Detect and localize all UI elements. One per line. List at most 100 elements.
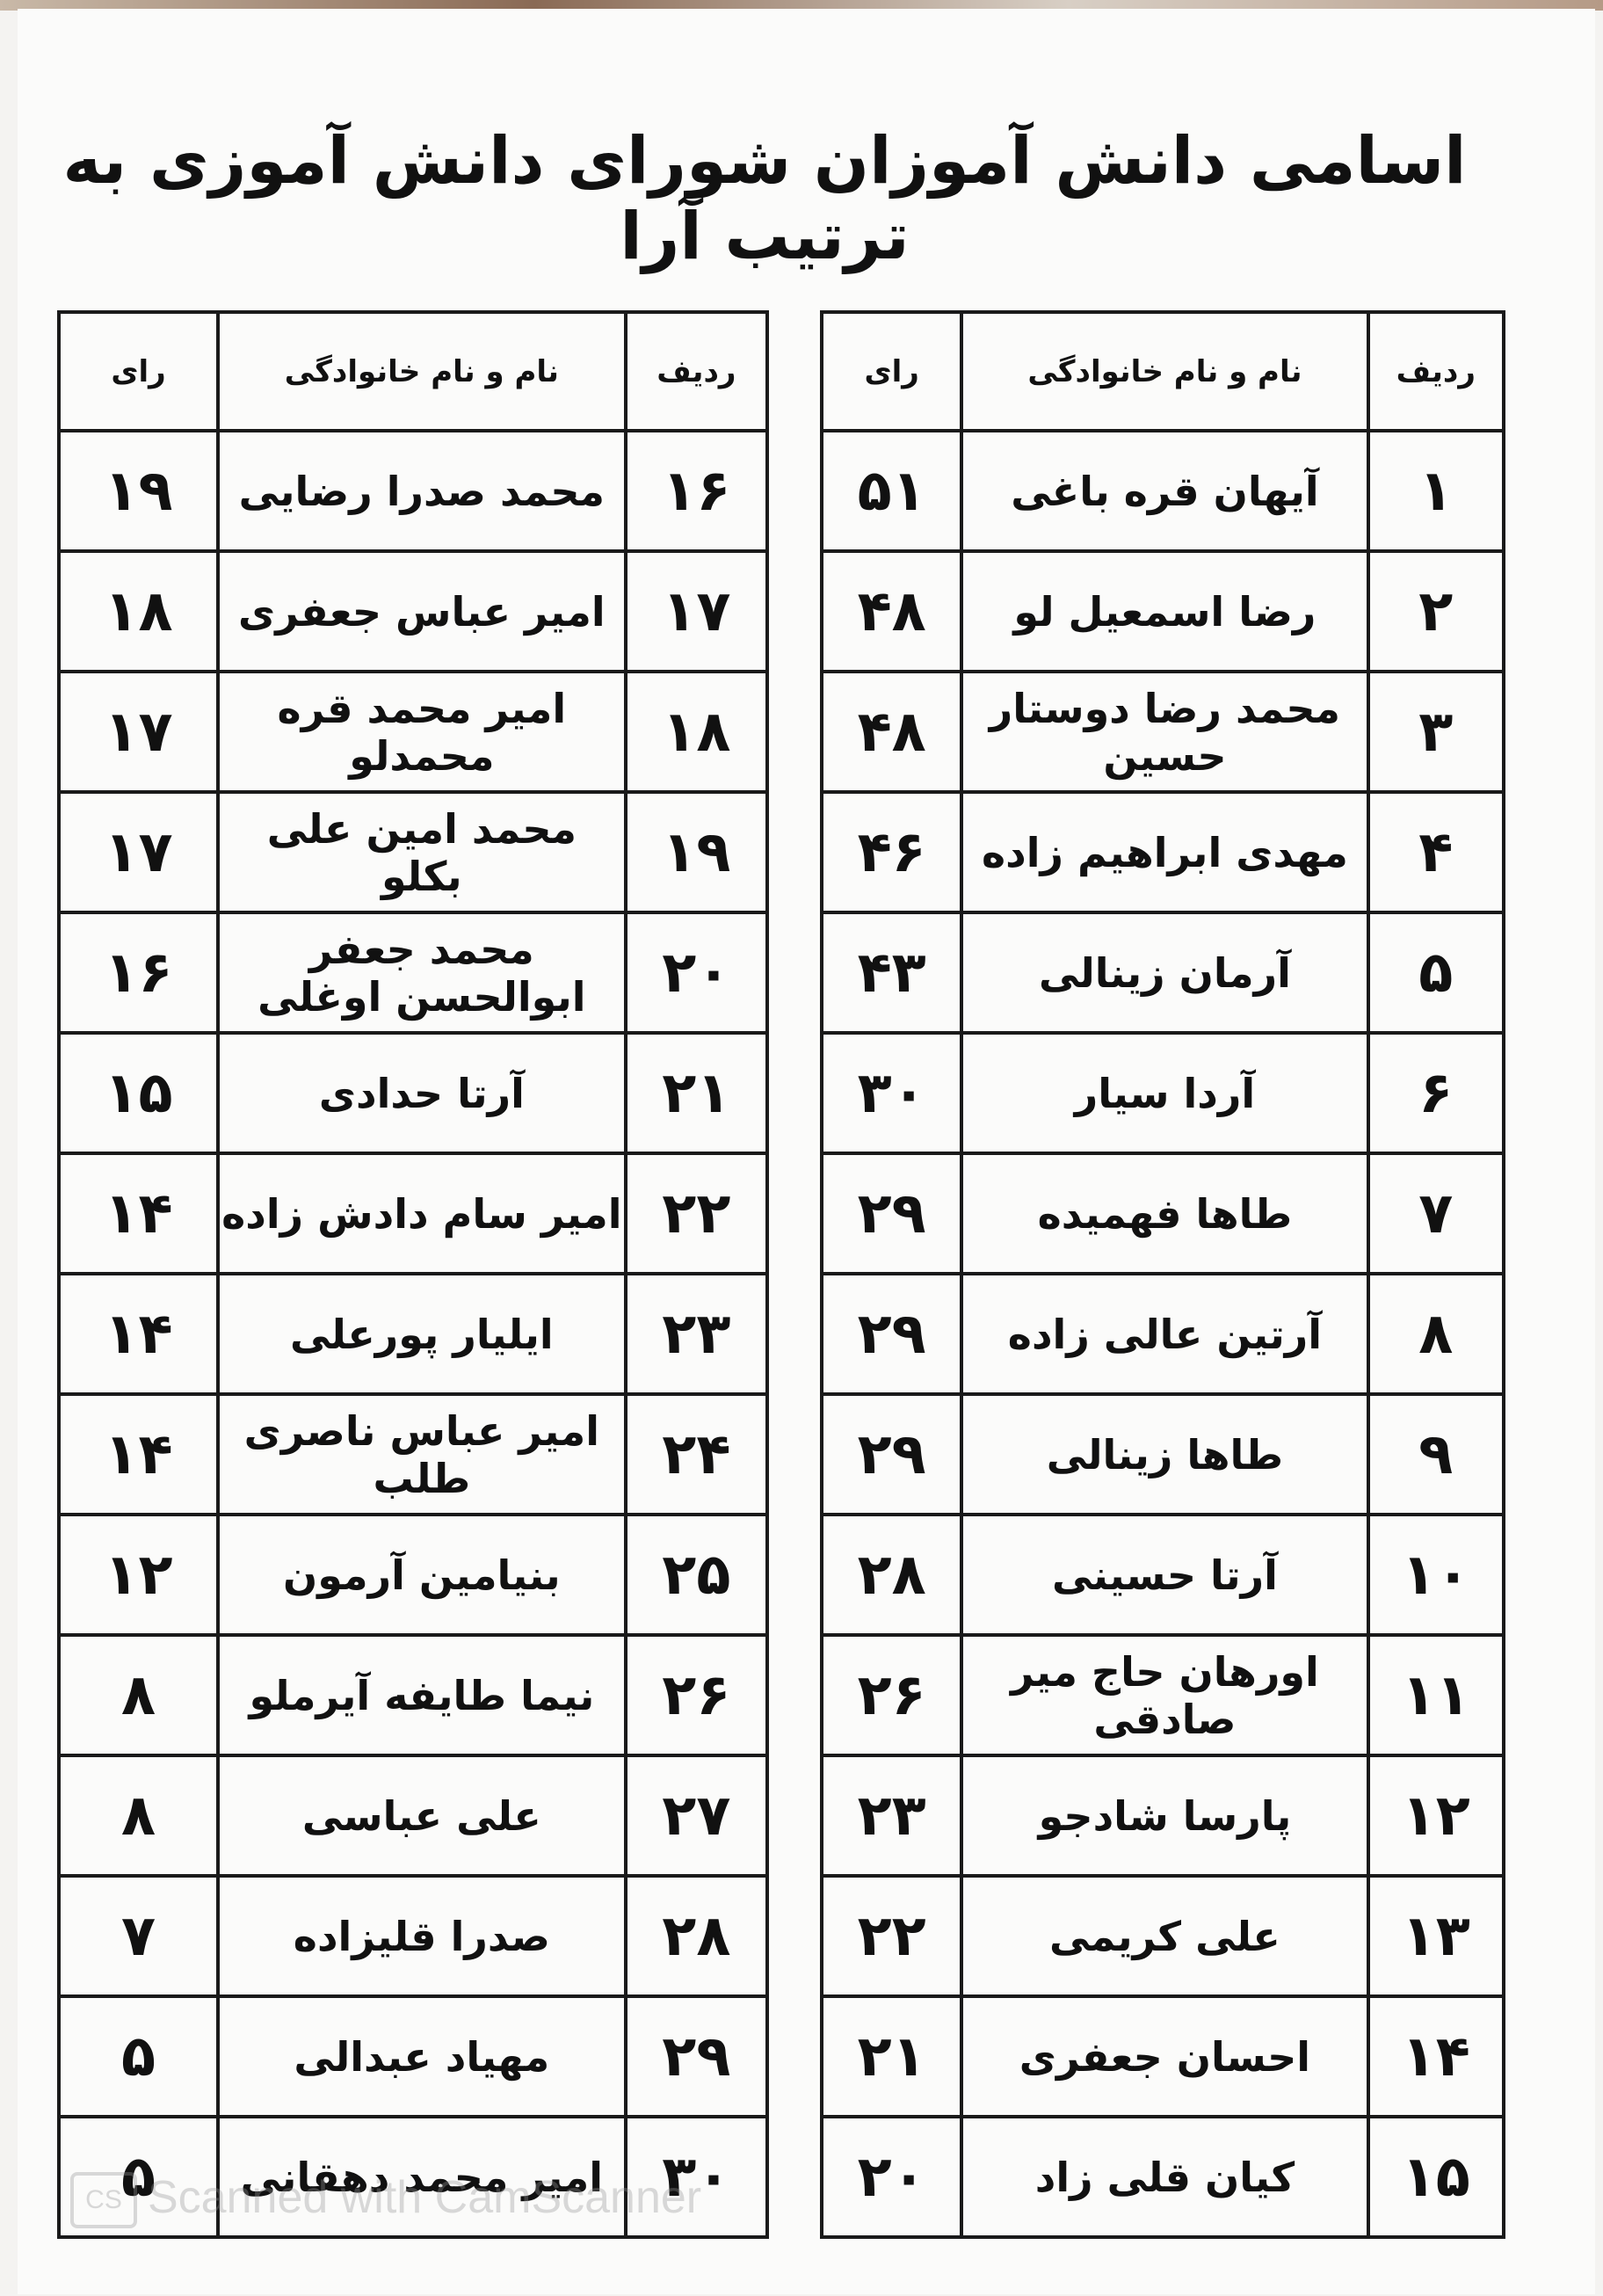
table-row: ۲۳ ایلیار پورعلی ۱۴ bbox=[56, 1272, 770, 1396]
row-number-cell: ۲۸ bbox=[623, 1874, 770, 1998]
table-row: ۱۴ احسان جعفری ۲۱ bbox=[819, 1994, 1506, 2118]
name-cell: علی کریمی bbox=[960, 1874, 1370, 1998]
row-number-cell: ۱۶ bbox=[623, 429, 770, 553]
votes-cell: ۲۳ bbox=[819, 1754, 964, 1878]
watermark-text: Scanned with CamScanner bbox=[148, 2172, 702, 2223]
page-title: اسامی دانش آموزان شورای دانش آموزی به تر… bbox=[62, 123, 1467, 274]
table-row: ۲۸ صدرا قلیزاده ۷ bbox=[56, 1874, 770, 1998]
name-cell: امیر عباس جعفری bbox=[216, 549, 627, 673]
votes-cell: ۷ bbox=[56, 1874, 221, 1998]
header-row-number: ردیف bbox=[1366, 310, 1506, 432]
table-row: ۲ رضا اسمعیل لو ۴۸ bbox=[819, 549, 1506, 673]
name-cell: ایلیار پورعلی bbox=[216, 1272, 627, 1396]
votes-cell: ۴۶ bbox=[819, 790, 964, 914]
row-number-cell: ۱۸ bbox=[623, 670, 770, 794]
row-number-cell: ۳ bbox=[1366, 670, 1506, 794]
table-row: ۷ طاها فهمیده ۲۹ bbox=[819, 1152, 1506, 1275]
name-cell: پارسا شادجو bbox=[960, 1754, 1370, 1878]
results-table-right: ردیف نام و نام خانوادگی رای ۱ آیهان قره ب… bbox=[819, 310, 1506, 2239]
name-cell: رضا اسمعیل لو bbox=[960, 549, 1370, 673]
header-name: نام و نام خانوادگی bbox=[960, 310, 1370, 432]
row-number-cell: ۱۵ bbox=[1366, 2115, 1506, 2239]
results-table-left: ردیف نام و نام خانوادگی رای ۱۶ محمد صدرا … bbox=[56, 310, 770, 2239]
name-cell: صدرا قلیزاده bbox=[216, 1874, 627, 1998]
table-row: ۲۰ محمد جعفر ابوالحسن اوغلی ۱۶ bbox=[56, 911, 770, 1035]
votes-cell: ۵۱ bbox=[819, 429, 964, 553]
votes-cell: ۵ bbox=[56, 1994, 221, 2118]
name-cell: آرتا حدادی bbox=[216, 1031, 627, 1155]
name-cell: طاها فهمیده bbox=[960, 1152, 1370, 1275]
name-cell: احسان جعفری bbox=[960, 1994, 1370, 2118]
table-row: ۱۸ امیر محمد قره محمدلو ۱۷ bbox=[56, 670, 770, 794]
table-row: ۱۶ محمد صدرا رضایی ۱۹ bbox=[56, 429, 770, 553]
row-number-cell: ۷ bbox=[1366, 1152, 1506, 1275]
header-row: ردیف نام و نام خانوادگی رای bbox=[56, 310, 770, 432]
name-cell: امیر سام دادش زاده bbox=[216, 1152, 627, 1275]
row-number-cell: ۱۰ bbox=[1366, 1513, 1506, 1637]
votes-cell: ۴۸ bbox=[819, 549, 964, 673]
votes-cell: ۱۲ bbox=[56, 1513, 221, 1637]
votes-cell: ۸ bbox=[56, 1754, 221, 1878]
table-row: ۲۹ مهیاد عبدالی ۵ bbox=[56, 1994, 770, 2118]
votes-cell: ۱۷ bbox=[56, 790, 221, 914]
name-cell: مهیاد عبدالی bbox=[216, 1994, 627, 2118]
name-cell: محمد رضا دوستار حسین bbox=[960, 670, 1370, 794]
name-cell: کیان قلی زاد bbox=[960, 2115, 1370, 2239]
row-number-cell: ۹ bbox=[1366, 1392, 1506, 1516]
table-row: ۱۹ محمد امین علی بکلو ۱۷ bbox=[56, 790, 770, 914]
table-row: ۲۲ امیر سام دادش زاده ۱۴ bbox=[56, 1152, 770, 1275]
table-row: ۱۵ کیان قلی زاد ۲۰ bbox=[819, 2115, 1506, 2239]
votes-cell: ۸ bbox=[56, 1633, 221, 1757]
header-row: ردیف نام و نام خانوادگی رای bbox=[819, 310, 1506, 432]
table-row: ۶ آردا سیار ۳۰ bbox=[819, 1031, 1506, 1155]
table-row: ۵ آرمان زینالی ۴۳ bbox=[819, 911, 1506, 1035]
table-row: ۸ آرتین عالی زاده ۲۹ bbox=[819, 1272, 1506, 1396]
name-cell: امیر محمد قره محمدلو bbox=[216, 670, 627, 794]
votes-cell: ۳۰ bbox=[819, 1031, 964, 1155]
votes-cell: ۱۷ bbox=[56, 670, 221, 794]
row-number-cell: ۵ bbox=[1366, 911, 1506, 1035]
table-row: ۱ آیهان قره باغی ۵۱ bbox=[819, 429, 1506, 553]
votes-cell: ۲۸ bbox=[819, 1513, 964, 1637]
row-number-cell: ۲۰ bbox=[623, 911, 770, 1035]
votes-cell: ۲۶ bbox=[819, 1633, 964, 1757]
row-number-cell: ۲۳ bbox=[623, 1272, 770, 1396]
table-row: ۱۲ پارسا شادجو ۲۳ bbox=[819, 1754, 1506, 1878]
row-number-cell: ۲۶ bbox=[623, 1633, 770, 1757]
name-cell: محمد صدرا رضایی bbox=[216, 429, 627, 553]
name-cell: نیما طایفه آیرملو bbox=[216, 1633, 627, 1757]
table-row: ۱۰ آرتا حسینی ۲۸ bbox=[819, 1513, 1506, 1637]
table-row: ۴ مهدی ابراهیم زاده ۴۶ bbox=[819, 790, 1506, 914]
row-number-cell: ۱ bbox=[1366, 429, 1506, 553]
table-row: ۹ طاها زینالی ۲۹ bbox=[819, 1392, 1506, 1516]
row-number-cell: ۶ bbox=[1366, 1031, 1506, 1155]
votes-cell: ۱۴ bbox=[56, 1152, 221, 1275]
name-cell: آرتین عالی زاده bbox=[960, 1272, 1370, 1396]
table-row: ۲۴ امیر عباس ناصری طلب ۱۴ bbox=[56, 1392, 770, 1516]
row-number-cell: ۲۱ bbox=[623, 1031, 770, 1155]
header-votes: رای bbox=[819, 310, 964, 432]
table-row: ۱۷ امیر عباس جعفری ۱۸ bbox=[56, 549, 770, 673]
name-cell: مهدی ابراهیم زاده bbox=[960, 790, 1370, 914]
name-cell: امیر محمد دهقانی bbox=[216, 2115, 627, 2239]
row-number-cell: ۱۱ bbox=[1366, 1633, 1506, 1757]
camscanner-watermark: CS Scanned with CamScanner bbox=[70, 2171, 702, 2229]
name-cell: آرتا حسینی bbox=[960, 1513, 1370, 1637]
table-row: ۲۵ بنیامین آرمون ۱۲ bbox=[56, 1513, 770, 1637]
name-cell: محمد امین علی بکلو bbox=[216, 790, 627, 914]
camscanner-logo-icon: CS bbox=[70, 2172, 137, 2229]
row-number-cell: ۲۲ bbox=[623, 1152, 770, 1275]
header-name: نام و نام خانوادگی bbox=[216, 310, 627, 432]
votes-cell: ۲۱ bbox=[819, 1994, 964, 2118]
row-number-cell: ۲۴ bbox=[623, 1392, 770, 1516]
row-number-cell: ۱۲ bbox=[1366, 1754, 1506, 1878]
row-number-cell: ۱۳ bbox=[1366, 1874, 1506, 1998]
name-cell: آردا سیار bbox=[960, 1031, 1370, 1155]
background-strip bbox=[0, 0, 1603, 11]
header-votes: رای bbox=[56, 310, 221, 432]
votes-cell: ۱۵ bbox=[56, 1031, 221, 1155]
table-row: ۳ محمد رضا دوستار حسین ۴۸ bbox=[819, 670, 1506, 794]
name-cell: طاها زینالی bbox=[960, 1392, 1370, 1516]
header-row-number: ردیف bbox=[623, 310, 770, 432]
row-number-cell: ۱۴ bbox=[1366, 1994, 1506, 2118]
